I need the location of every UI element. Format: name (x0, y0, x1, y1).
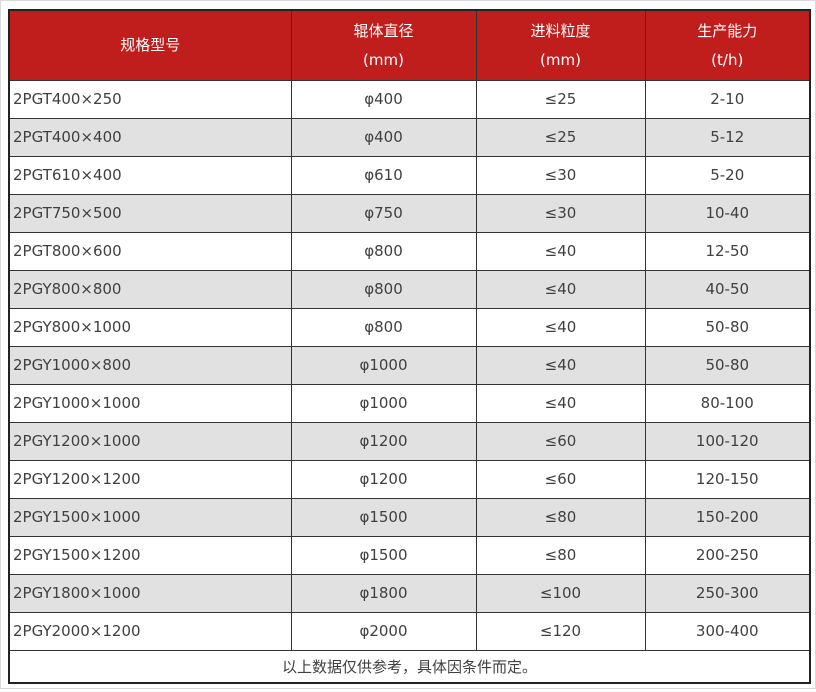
feed-size-cell: ≤60 (475, 459, 646, 499)
feed-size-cell: ≤80 (475, 497, 646, 537)
table-row: 2PGT400×400 φ400 ≤25 5-12 (8, 117, 811, 157)
diameter-cell: φ800 (290, 269, 477, 309)
diameter-cell: φ1500 (290, 497, 477, 537)
capacity-cell: 200-250 (644, 535, 811, 575)
diameter-cell: φ1000 (290, 345, 477, 385)
model-cell: 2PGT400×400 (8, 117, 292, 157)
spec-table-body: 2PGT400×250 φ400 ≤25 2-10 2PGT400×400 φ400 ≤25… (8, 79, 811, 651)
model-cell: 2PGY800×1000 (8, 307, 292, 347)
capacity-cell: 120-150 (644, 459, 811, 499)
feed-size-cell: ≤25 (475, 79, 646, 119)
feed-size-cell: ≤25 (475, 117, 646, 157)
table-row: 2PGY1500×1200 φ1500 ≤80 200-250 (8, 535, 811, 575)
header-row: 规格型号 辊体直径 (mm) 进料粒度 (mm) (8, 9, 811, 81)
col-header-roller-diameter: 辊体直径 (mm) (290, 9, 477, 81)
table-row: 2PGY1000×1000 φ1000 ≤40 80-100 (8, 383, 811, 423)
feed-size-cell: ≤40 (475, 231, 646, 271)
model-cell: 2PGY1500×1000 (8, 497, 292, 537)
table-row: 2PGY800×800 φ800 ≤40 40-50 (8, 269, 811, 309)
diameter-cell: φ800 (290, 231, 477, 271)
model-cell: 2PGY1000×1000 (8, 383, 292, 423)
diameter-cell: φ1200 (290, 459, 477, 499)
diameter-cell: φ610 (290, 155, 477, 195)
model-cell: 2PGY1500×1200 (8, 535, 292, 575)
footer-note: 以上数据仅供参考，具体因条件而定。 (8, 649, 811, 684)
table-row: 2PGY1000×800 φ1000 ≤40 50-80 (8, 345, 811, 385)
model-cell: 2PGT400×250 (8, 79, 292, 119)
table-row: 2PGY800×1000 φ800 ≤40 50-80 (8, 307, 811, 347)
capacity-cell: 5-12 (644, 117, 811, 157)
col-header-model: 规格型号 (8, 9, 292, 81)
capacity-cell: 50-80 (644, 345, 811, 385)
diameter-cell: φ1800 (290, 573, 477, 613)
feed-size-cell: ≤40 (475, 383, 646, 423)
feed-size-cell: ≤60 (475, 421, 646, 461)
diameter-cell: φ800 (290, 307, 477, 347)
model-cell: 2PGY800×800 (8, 269, 292, 309)
capacity-cell: 150-200 (644, 497, 811, 537)
capacity-cell: 100-120 (644, 421, 811, 461)
capacity-cell: 250-300 (644, 573, 811, 613)
table-row: 2PGT610×400 φ610 ≤30 5-20 (8, 155, 811, 195)
table-row: 2PGY2000×1200 φ2000 ≤120 300-400 (8, 611, 811, 651)
model-cell: 2PGT610×400 (8, 155, 292, 195)
feed-size-cell: ≤40 (475, 345, 646, 385)
table-row: 2PGT800×600 φ800 ≤40 12-50 (8, 231, 811, 271)
diameter-cell: φ2000 (290, 611, 477, 651)
table-row: 2PGY1200×1200 φ1200 ≤60 120-150 (8, 459, 811, 499)
capacity-cell: 12-50 (644, 231, 811, 271)
table-row: 2PGT750×500 φ750 ≤30 10-40 (8, 193, 811, 233)
spec-table-header: 规格型号 辊体直径 (mm) 进料粒度 (mm) (8, 9, 811, 81)
col-header-capacity: 生产能力 (t/h) (644, 9, 811, 81)
footer-row: 以上数据仅供参考，具体因条件而定。 (8, 649, 811, 684)
diameter-cell: φ400 (290, 79, 477, 119)
feed-size-cell: ≤30 (475, 193, 646, 233)
diameter-cell: φ1500 (290, 535, 477, 575)
column-title: 进料粒度 (530, 21, 591, 40)
model-cell: 2PGY2000×1200 (8, 611, 292, 651)
column-title: 规格型号 (120, 36, 181, 55)
col-header-feed-size: 进料粒度 (mm) (475, 9, 646, 81)
feed-size-cell: ≤80 (475, 535, 646, 575)
feed-size-cell: ≤120 (475, 611, 646, 651)
table-row: 2PGT400×250 φ400 ≤25 2-10 (8, 79, 811, 119)
capacity-cell: 40-50 (644, 269, 811, 309)
capacity-cell: 80-100 (644, 383, 811, 423)
table-row: 2PGY1500×1000 φ1500 ≤80 150-200 (8, 497, 811, 537)
model-cell: 2PGY1800×1000 (8, 573, 292, 613)
model-cell: 2PGY1000×800 (8, 345, 292, 385)
feed-size-cell: ≤30 (475, 155, 646, 195)
capacity-cell: 2-10 (644, 79, 811, 119)
column-unit: (mm) (540, 50, 581, 69)
capacity-cell: 300-400 (644, 611, 811, 651)
column-title: 辊体直径 (353, 21, 414, 40)
feed-size-cell: ≤40 (475, 269, 646, 309)
table-row: 2PGY1200×1000 φ1200 ≤60 100-120 (8, 421, 811, 461)
capacity-cell: 50-80 (644, 307, 811, 347)
spec-table: 规格型号 辊体直径 (mm) 进料粒度 (mm) (8, 9, 811, 684)
diameter-cell: φ750 (290, 193, 477, 233)
model-cell: 2PGY1200×1000 (8, 421, 292, 461)
column-unit: (mm) (363, 50, 404, 69)
feed-size-cell: ≤100 (475, 573, 646, 613)
capacity-cell: 10-40 (644, 193, 811, 233)
column-unit: (t/h) (711, 50, 744, 69)
diameter-cell: φ1000 (290, 383, 477, 423)
model-cell: 2PGT750×500 (8, 193, 292, 233)
model-cell: 2PGY1200×1200 (8, 459, 292, 499)
diameter-cell: φ400 (290, 117, 477, 157)
diameter-cell: φ1200 (290, 421, 477, 461)
model-cell: 2PGT800×600 (8, 231, 292, 271)
column-title: 生产能力 (697, 21, 758, 40)
spec-table-footer: 以上数据仅供参考，具体因条件而定。 (8, 649, 811, 684)
feed-size-cell: ≤40 (475, 307, 646, 347)
capacity-cell: 5-20 (644, 155, 811, 195)
table-row: 2PGY1800×1000 φ1800 ≤100 250-300 (8, 573, 811, 613)
